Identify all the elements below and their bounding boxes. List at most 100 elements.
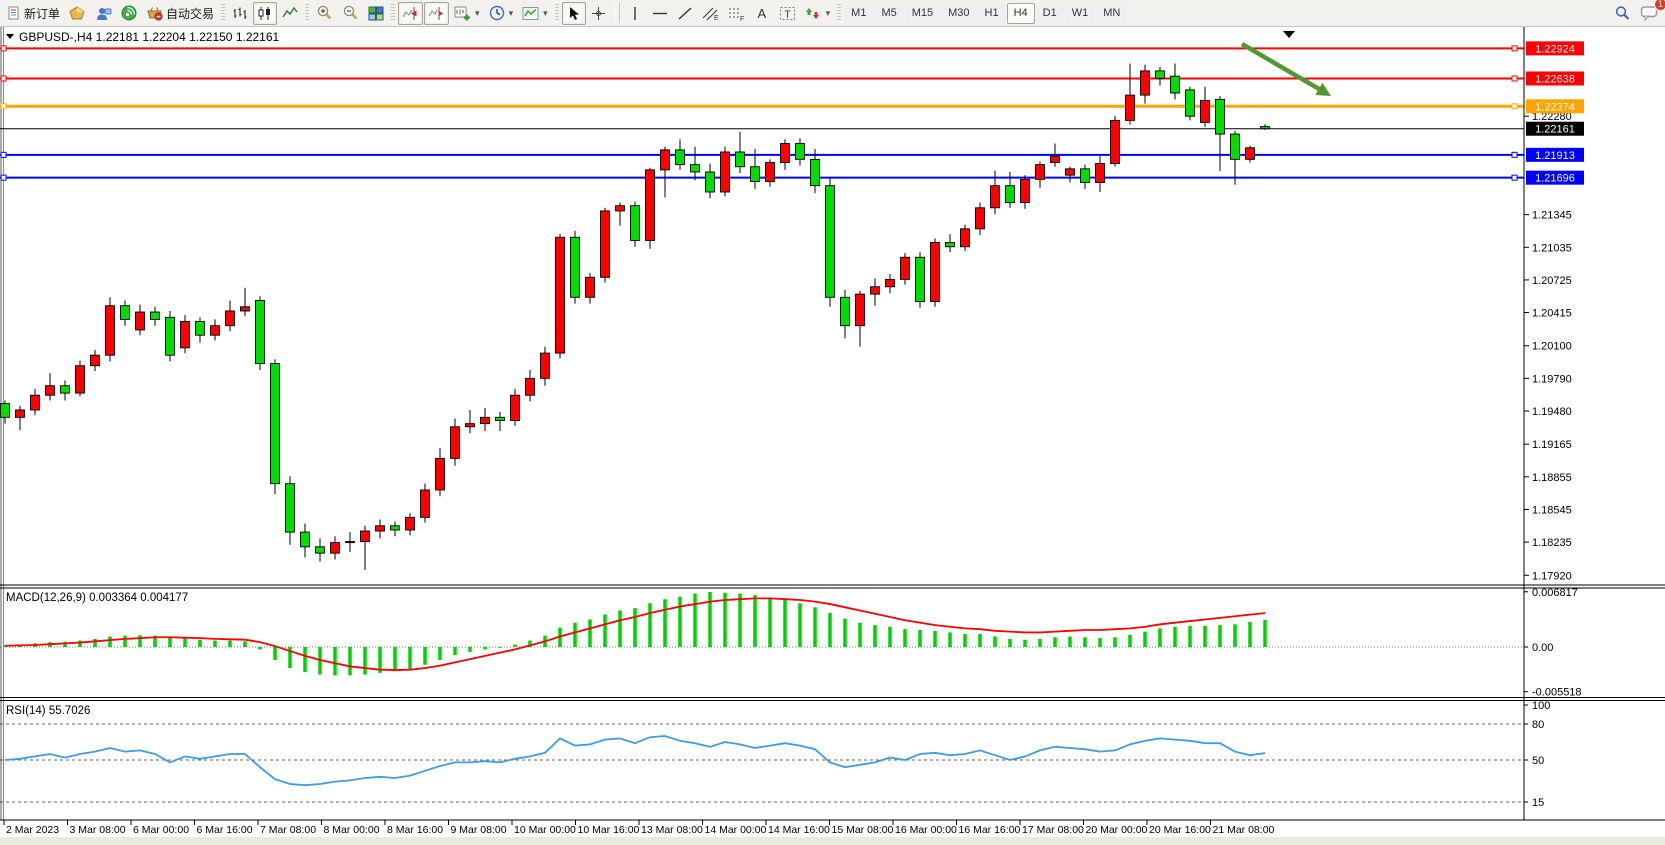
bar-chart-icon bbox=[233, 7, 247, 19]
cursor-icon bbox=[569, 6, 579, 20]
hline-handle-left[interactable] bbox=[0, 151, 7, 158]
chart-window[interactable]: 1.22280 1.21345 1.21035 1.20725 1.20415 1.201… bbox=[0, 27, 1665, 845]
candle-bullish bbox=[30, 394, 40, 411]
zoom-out-button[interactable] bbox=[338, 2, 363, 25]
candle-bearish bbox=[270, 363, 280, 485]
templates-button[interactable]: ▾ bbox=[518, 2, 552, 25]
time-tick-label: 2 Mar 2023 bbox=[6, 824, 59, 836]
candle-bearish bbox=[1005, 185, 1015, 203]
candle-bullish bbox=[240, 306, 250, 312]
bottom-strip bbox=[0, 837, 1665, 845]
cursor-button[interactable] bbox=[561, 1, 586, 25]
trendline-button[interactable] bbox=[673, 2, 697, 25]
candle-bearish bbox=[750, 166, 760, 182]
search-button[interactable] bbox=[1610, 2, 1635, 25]
candle-bearish bbox=[1170, 75, 1180, 94]
macd-title: MACD(12,26,9) 0.003364 0.004177 bbox=[6, 592, 188, 604]
chart-shift-button[interactable] bbox=[424, 1, 450, 25]
chart-title-dropdown-icon[interactable] bbox=[6, 34, 14, 39]
rsi-title: RSI(14) 55.7026 bbox=[6, 705, 90, 717]
hline-handle-right[interactable] bbox=[1511, 75, 1518, 82]
hline-handle-right[interactable] bbox=[1511, 103, 1518, 110]
candle-bullish bbox=[1035, 164, 1045, 180]
new-chart-button[interactable]: ▾ bbox=[450, 2, 484, 25]
new-order-label: 新订单 bbox=[24, 6, 61, 21]
hline-handle-right[interactable] bbox=[1511, 151, 1518, 158]
price-label-1.22161: 1.22161 bbox=[1535, 124, 1575, 136]
chat-icon bbox=[1640, 6, 1658, 21]
candlestick-chart-button[interactable] bbox=[253, 1, 278, 25]
hline-handle-left[interactable] bbox=[0, 45, 7, 52]
vertical-line-button[interactable] bbox=[623, 2, 647, 25]
notification-badge[interactable]: 1 bbox=[1654, 0, 1665, 11]
timeframe-button-h1[interactable]: H1 bbox=[977, 2, 1006, 24]
auto-trading-button[interactable]: 自动交易 bbox=[142, 2, 218, 25]
timeframe-button-w1[interactable]: W1 bbox=[1064, 2, 1096, 24]
hline-handle-right[interactable] bbox=[1511, 45, 1518, 52]
community-button[interactable] bbox=[91, 2, 116, 25]
price-label-box-1.22161 bbox=[1526, 121, 1584, 136]
crosshair-button[interactable] bbox=[587, 2, 611, 25]
candle-bullish bbox=[1110, 119, 1120, 165]
auto-trading-label: 自动交易 bbox=[166, 6, 215, 21]
toolbar-grip bbox=[837, 4, 842, 22]
hline-handle-right[interactable] bbox=[1511, 174, 1518, 181]
hline-handle-left[interactable] bbox=[0, 75, 7, 82]
timeframe-button-m15[interactable]: M15 bbox=[904, 2, 941, 24]
text-button[interactable]: A bbox=[750, 2, 774, 25]
price-tick-label: 1.18235 bbox=[1532, 537, 1572, 549]
auto-scroll-button[interactable] bbox=[398, 1, 424, 25]
candle-bullish bbox=[135, 311, 145, 331]
candle-bearish bbox=[795, 143, 805, 160]
hline-handle-left[interactable] bbox=[0, 103, 7, 110]
candle-bullish bbox=[720, 151, 730, 193]
hline-handle-left[interactable] bbox=[0, 174, 7, 181]
equidistant-channel-button[interactable]: E bbox=[698, 2, 723, 25]
text-icon: A bbox=[758, 6, 767, 21]
candle-bearish bbox=[60, 385, 70, 394]
trendline-icon bbox=[678, 6, 692, 20]
candle-bearish bbox=[690, 164, 700, 173]
trend-arrow[interactable] bbox=[1240, 42, 1321, 91]
toolbar-grip bbox=[221, 4, 226, 22]
candle-bullish bbox=[465, 423, 475, 428]
fibonacci-button[interactable]: F bbox=[724, 2, 749, 25]
rsi-tick-label: 50 bbox=[1532, 755, 1544, 767]
candle-bearish bbox=[0, 403, 10, 418]
candle-bullish bbox=[90, 354, 100, 367]
arrows-button[interactable]: ▾ bbox=[801, 2, 835, 25]
timeframe-button-m5[interactable]: M5 bbox=[874, 2, 904, 24]
time-tick-label: 13 Mar 08:00 bbox=[641, 824, 703, 836]
horizontal-line-button[interactable] bbox=[648, 2, 672, 25]
line-chart-button[interactable] bbox=[278, 2, 302, 25]
tile-windows-button[interactable] bbox=[364, 2, 388, 25]
bar-chart-button[interactable] bbox=[228, 2, 252, 25]
timeframe-button-m30[interactable]: M30 bbox=[941, 2, 977, 24]
text-label-button[interactable]: T bbox=[775, 2, 800, 25]
zoom-in-button[interactable] bbox=[312, 2, 337, 25]
rsi-tick-label: 100 bbox=[1532, 700, 1550, 712]
chart-canvas[interactable]: 1.22280 1.21345 1.21035 1.20725 1.20415 1.201… bbox=[0, 27, 1665, 845]
price-tick-label: 1.20725 bbox=[1532, 275, 1572, 287]
new-order-button[interactable]: 新订单 bbox=[3, 2, 64, 25]
price-tick-label: 1.19480 bbox=[1532, 406, 1572, 418]
candlestick-chart-icon bbox=[258, 6, 271, 20]
candle-bullish bbox=[345, 541, 355, 544]
signals-button[interactable] bbox=[117, 2, 141, 25]
macd-tick-label: -0.005518 bbox=[1532, 687, 1582, 699]
candle-bearish bbox=[840, 296, 850, 327]
chevron-down-icon: ▾ bbox=[475, 7, 480, 18]
candle-bullish bbox=[780, 143, 790, 163]
gold-button[interactable] bbox=[65, 2, 90, 25]
time-tick-label: 8 Mar 00:00 bbox=[324, 824, 380, 836]
timeframe-button-mn[interactable]: MN bbox=[1096, 2, 1128, 24]
timeframe-button-d1[interactable]: D1 bbox=[1035, 2, 1064, 24]
candle-bearish bbox=[1185, 89, 1195, 117]
candle-bullish bbox=[615, 205, 625, 212]
chevron-down-icon: ▾ bbox=[825, 7, 831, 18]
toolbar: 新订单 自动交易 bbox=[0, 0, 1665, 27]
periods-button[interactable]: ▾ bbox=[485, 2, 518, 25]
timeframe-button-m1[interactable]: M1 bbox=[844, 2, 874, 24]
timeframe-button-h4[interactable]: H4 bbox=[1006, 2, 1035, 24]
chat-button[interactable] bbox=[1636, 2, 1662, 25]
